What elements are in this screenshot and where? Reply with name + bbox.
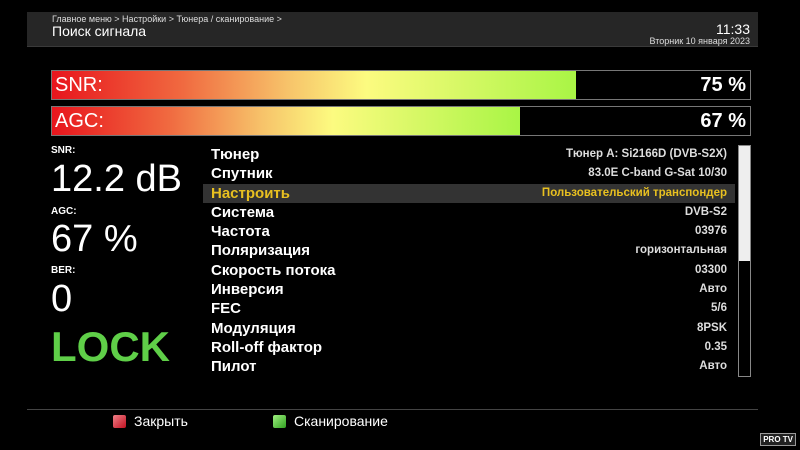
logo: PRO TV <box>760 433 796 446</box>
close-button[interactable]: Закрыть <box>113 413 188 429</box>
agc-bar-value: 67 % <box>700 110 746 132</box>
snr-bar-value: 75 % <box>700 74 746 96</box>
green-key-icon <box>273 414 286 428</box>
list-item[interactable]: FEC 5/6 <box>203 299 735 318</box>
item-value: 03976 <box>695 225 727 238</box>
clock-time: 11:33 <box>716 21 750 37</box>
ber-value: 0 <box>51 278 73 320</box>
scrollbar[interactable] <box>738 145 751 377</box>
item-key: Поляризация <box>211 242 311 260</box>
list-item[interactable]: Roll-off фактор 0.35 <box>203 338 735 357</box>
item-key: Roll-off фактор <box>211 338 323 356</box>
agc-value: 67 % <box>51 218 138 260</box>
agc-label: AGC: <box>51 206 77 217</box>
list-item[interactable]: Частота 03976 <box>203 222 735 241</box>
item-key: Модуляция <box>211 319 296 337</box>
footer-divider <box>27 409 758 410</box>
list-item[interactable]: Скорость потока 03300 <box>203 261 735 280</box>
item-value: Пользовательский транспондер <box>541 186 727 199</box>
item-value: DVB-S2 <box>684 205 727 218</box>
lock-status: LOCK <box>51 323 170 370</box>
list-item[interactable]: Спутник 83.0E C-band G-Sat 10/30 <box>203 164 735 183</box>
item-key: Пилот <box>211 358 257 376</box>
snr-label: SNR: <box>51 145 76 156</box>
item-key: Спутник <box>211 165 273 183</box>
snr-bar-label: SNR: <box>55 74 103 96</box>
scan-button[interactable]: Сканирование <box>273 413 388 429</box>
list-item[interactable]: Тюнер Тюнер A: Si2166D (DVB-S2X) <box>203 145 735 164</box>
item-key: Система <box>211 203 275 221</box>
item-key: FEC <box>211 300 241 318</box>
item-key: Скорость потока <box>211 261 336 279</box>
breadcrumb: Главное меню > Настройки > Тюнера / скан… <box>52 14 282 24</box>
snr-bar-fill <box>52 71 576 99</box>
header-bar: Главное меню > Настройки > Тюнера / скан… <box>27 12 758 47</box>
item-value: горизонтальная <box>635 244 727 257</box>
ber-label: BER: <box>51 265 76 276</box>
list-item[interactable]: Поляризация горизонтальная <box>203 241 735 260</box>
item-key: Инверсия <box>211 281 284 299</box>
item-value: 03300 <box>695 263 727 276</box>
agc-bar: AGC: 67 % <box>51 106 751 136</box>
scrollbar-thumb[interactable] <box>739 146 750 261</box>
item-key: Частота <box>211 223 270 241</box>
agc-bar-label: AGC: <box>55 110 104 132</box>
item-key: Тюнер <box>211 146 260 163</box>
item-value: Авто <box>699 360 727 373</box>
page-title: Поиск сигнала <box>52 23 147 39</box>
list-item[interactable]: Инверсия Авто <box>203 280 735 299</box>
settings-list: Тюнер Тюнер A: Si2166D (DVB-S2X) Спутник 83… <box>203 145 735 377</box>
list-item[interactable]: Модуляция 8PSK <box>203 319 735 338</box>
list-item[interactable]: Пилот Авто <box>203 357 735 376</box>
item-value: 0.35 <box>704 340 727 353</box>
item-key: Настроить <box>211 184 290 202</box>
item-value: Тюнер A: Si2166D (DVB-S2X) <box>565 148 727 160</box>
item-value: Авто <box>699 283 727 296</box>
red-key-icon <box>113 414 126 428</box>
close-label: Закрыть <box>134 413 188 429</box>
snr-bar: SNR: 75 % <box>51 70 751 100</box>
snr-value: 12.2 dB <box>51 158 182 200</box>
item-value: 5/6 <box>711 302 727 315</box>
scan-label: Сканирование <box>294 413 388 429</box>
item-value: 83.0E C-band G-Sat 10/30 <box>588 167 727 180</box>
item-value: 8PSK <box>696 321 727 334</box>
agc-bar-fill <box>52 107 520 135</box>
clock-date: Вторник 10 января 2023 <box>649 36 750 46</box>
list-item[interactable]: Настроить Пользовательский транспондер <box>203 183 735 203</box>
list-item[interactable]: Система DVB-S2 <box>203 203 735 222</box>
